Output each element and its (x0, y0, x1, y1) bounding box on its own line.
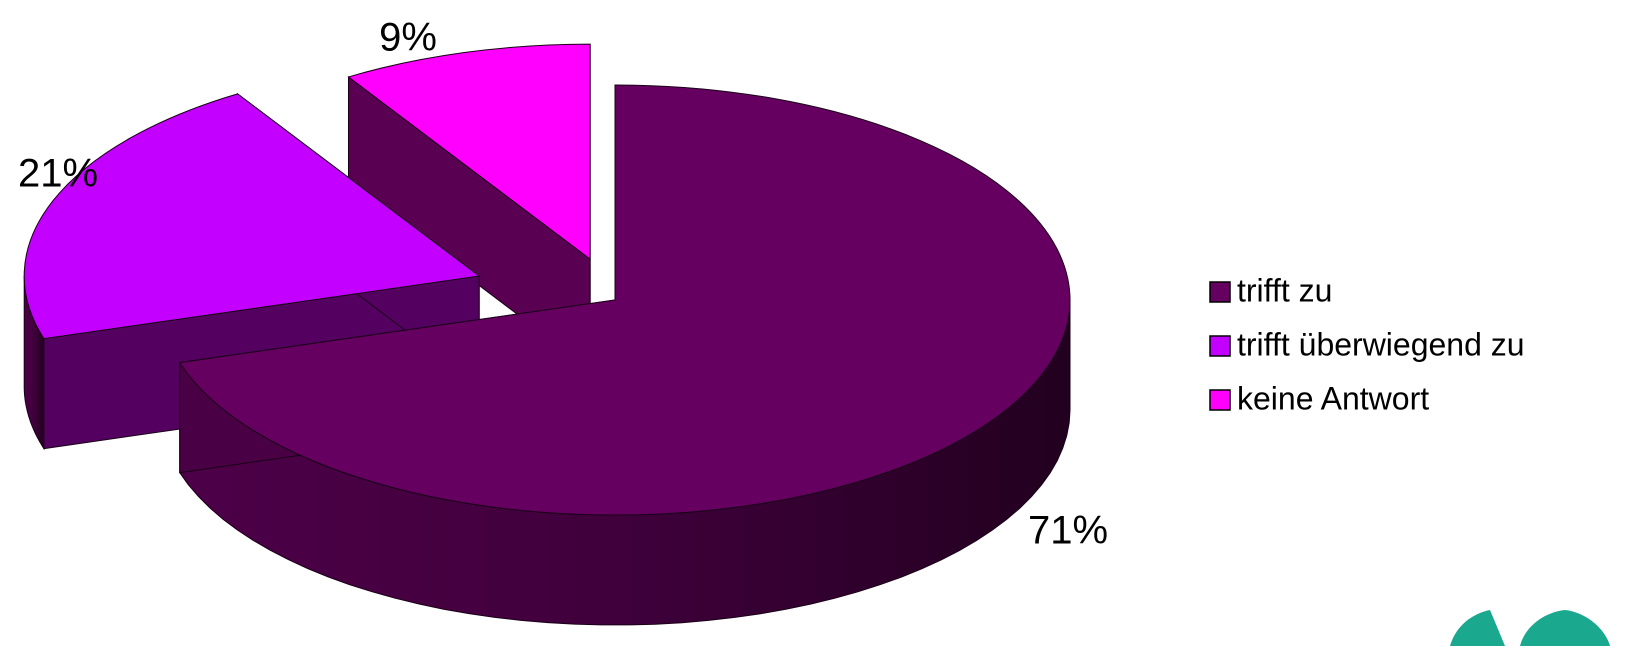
data-label-trifft-zu: 71% (1028, 509, 1108, 553)
slice-keine-antwort (347, 43, 591, 371)
legend-swatch-keine-antwort (1209, 389, 1231, 411)
slice-trifft-zu (178, 84, 1071, 626)
legend-label-trifft-zu: trifft zu (1237, 272, 1332, 308)
legend: trifft zu trifft überwiegend zu keine Antw… (1209, 272, 1525, 416)
logo-arc-left (1450, 610, 1505, 646)
data-label-trifft-ueberwiegend-zu: 21% (18, 152, 98, 196)
logo (1450, 610, 1610, 646)
legend-label-trifft-ueberwiegend-zu: trifft überwiegend zu (1237, 326, 1525, 362)
slice-top-keine-antwort (347, 43, 591, 261)
legend-swatch-trifft-zu (1209, 281, 1231, 303)
slice-top-trifft-zu (178, 84, 1071, 516)
data-label-keine-antwort: 9% (379, 16, 437, 60)
slice-top-trifft-ueberwiegend-zu (23, 93, 481, 340)
legend-label-keine-antwort: keine Antwort (1237, 380, 1429, 416)
logo-arc-right (1520, 610, 1610, 646)
legend-swatch-trifft-ueberwiegend-zu (1209, 335, 1231, 357)
pie-slices (23, 43, 1071, 626)
data-labels: 71% 21% 9% (18, 16, 1108, 553)
